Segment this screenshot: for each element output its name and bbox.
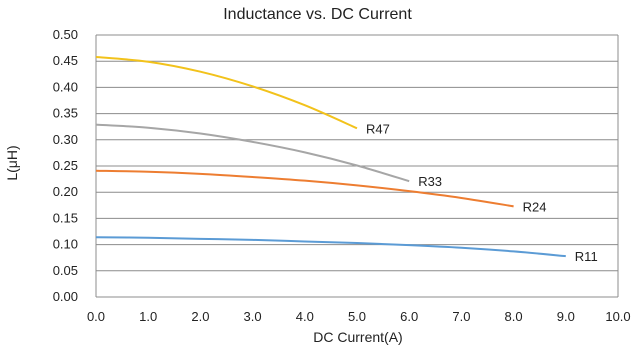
grid-lines — [95, 34, 619, 298]
y-tick-label: 0.25 — [53, 158, 78, 173]
x-tick-label: 7.0 — [452, 309, 470, 324]
x-tick-label: 0.0 — [87, 309, 105, 324]
series-label-r33: R33 — [418, 174, 442, 189]
x-tick-label: 8.0 — [505, 309, 523, 324]
y-tick-label: 0.45 — [53, 53, 78, 68]
x-tick-label: 3.0 — [244, 309, 262, 324]
series-label-r11: R11 — [575, 249, 598, 264]
series-label-r47: R47 — [366, 121, 390, 136]
y-tick-label: 0.05 — [53, 263, 78, 278]
x-tick-label: 10.0 — [605, 309, 630, 324]
x-axis-label: DC Current(A) — [313, 329, 402, 345]
y-tick-label: 0.40 — [53, 79, 78, 94]
series-labels: R47 R33 R24 R11 — [366, 121, 598, 264]
series-lines — [95, 56, 566, 258]
chart-title: Inductance vs. DC Current — [223, 6, 412, 23]
y-axis-label: L(μH) — [4, 145, 20, 180]
y-tick-label: 0.50 — [53, 27, 78, 42]
tick-labels: 0.00 0.05 0.10 0.15 0.20 0.25 0.30 0.35 0.40 0.45… — [53, 27, 631, 324]
y-tick-label: 0.00 — [53, 289, 78, 304]
series-label-r24: R24 — [523, 199, 547, 214]
y-tick-label: 0.10 — [53, 237, 78, 252]
x-tick-label: 5.0 — [348, 309, 366, 324]
series-line-r33 — [95, 123, 410, 183]
y-tick-label: 0.15 — [53, 210, 78, 225]
series-line-r11 — [95, 236, 566, 258]
y-tick-label: 0.35 — [53, 106, 78, 121]
x-tick-label: 4.0 — [296, 309, 314, 324]
series-line-r24 — [95, 169, 514, 208]
x-tick-label: 2.0 — [191, 309, 209, 324]
x-tick-label: 1.0 — [139, 309, 157, 324]
x-tick-label: 9.0 — [557, 309, 575, 324]
series-line-r47 — [95, 56, 358, 130]
x-tick-label: 6.0 — [400, 309, 418, 324]
y-tick-label: 0.20 — [53, 184, 78, 199]
y-tick-label: 0.30 — [53, 132, 78, 147]
